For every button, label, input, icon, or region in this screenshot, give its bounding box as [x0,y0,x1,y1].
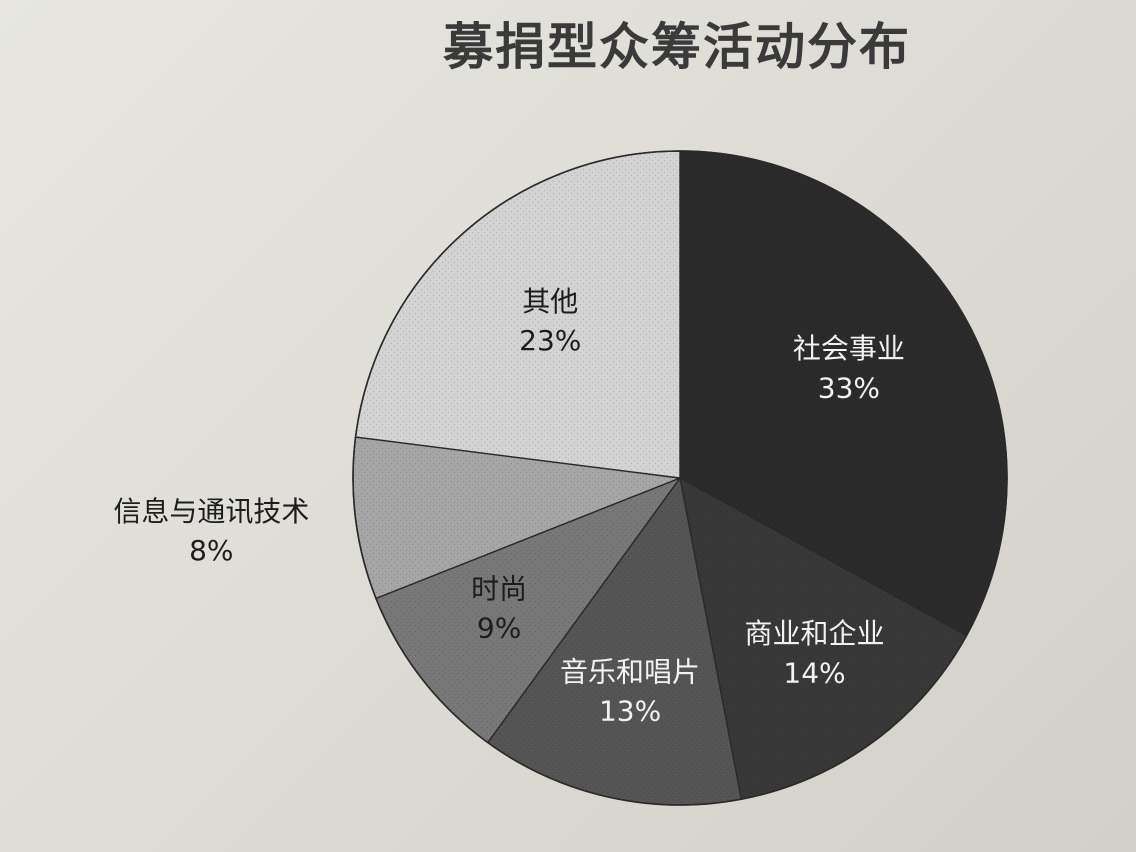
pie-slice-1-category: 社会事业 [793,332,905,365]
pie-slice-6 [354,150,681,479]
chart-title: 募捐型众筹活动分布 [442,18,911,76]
pie-slice-1-label: 社会事业 33% [793,332,905,404]
pie-slice-2-percent: 14% [783,656,845,689]
pie-slice-4-label: 时尚 9% [471,572,527,644]
pie-slice-6-category: 其他 [522,285,578,318]
pie-slice-1-percent: 33% [818,371,880,404]
pie-slice-4-percent: 9% [477,611,521,644]
pie-slice-2-category: 商业和企业 [745,617,885,650]
pie-slice-6-percent: 23% [519,324,581,357]
pie-labels: 社会事业 33% 商业和企业 14% 音乐和唱片 13% 时尚 9% 信息与通讯技术 8% 其他 23… [113,285,905,728]
pie-slice-3-label: 音乐和唱片 13% [560,655,700,727]
pie-outline [352,150,1008,806]
pie-slice-3-percent: 13% [599,695,661,728]
pie-chart [352,150,1008,806]
pie-slice-5-percent: 8% [189,534,233,567]
pie-slice-6-label: 其他 23% [519,285,581,357]
pie-slice-5-category: 信息与通讯技术 [113,495,309,528]
pie-slice-4-category: 时尚 [471,572,527,605]
pie-slice-3-category: 音乐和唱片 [560,655,700,688]
pie-slice-5-label: 信息与通讯技术 8% [113,495,309,567]
pie-slice-2-label: 商业和企业 14% [745,617,885,689]
